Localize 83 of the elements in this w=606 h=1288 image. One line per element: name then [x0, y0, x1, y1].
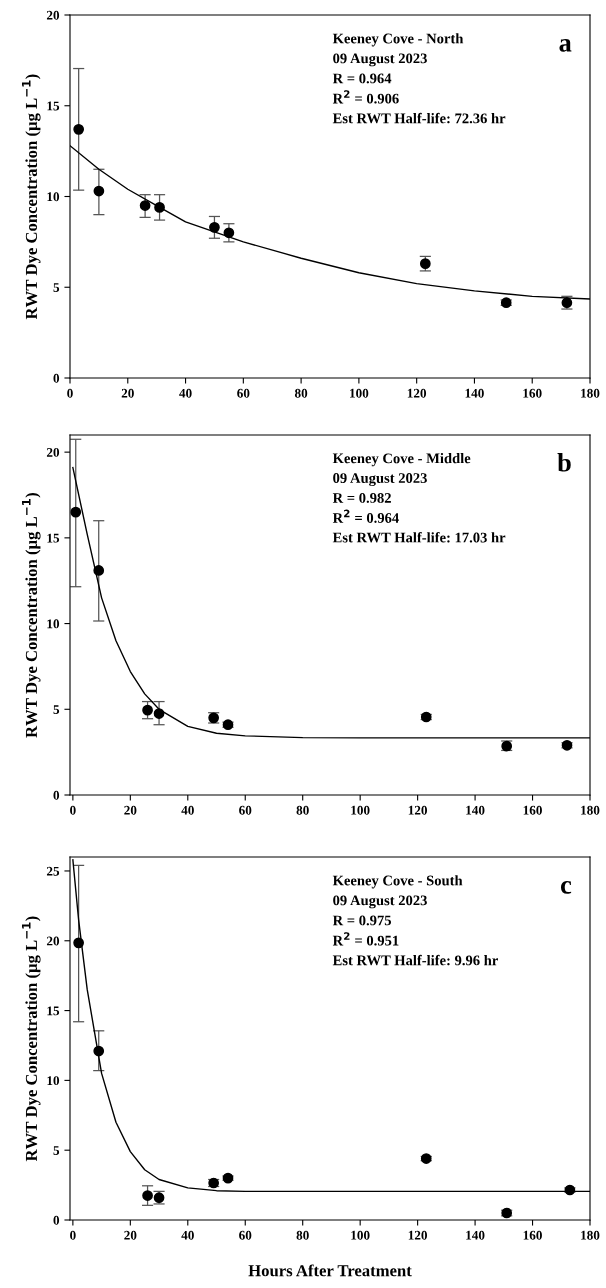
- y-tick-label: 5: [53, 705, 60, 714]
- x-tick-label: 180: [581, 1230, 600, 1240]
- x-tick-label: 140: [466, 805, 485, 815]
- annotation: Keeney Cove - North: [332, 33, 464, 47]
- y-axis-title: RWT Dye Concentration (µg L$^{−1}$): [22, 916, 41, 1162]
- x-tick-label: 80: [294, 388, 308, 398]
- y-tick-label: 0: [53, 790, 60, 800]
- y-tick-label: 20: [46, 936, 60, 946]
- y-tick-label: 20: [46, 10, 60, 20]
- x-tick-label: 60: [239, 1230, 252, 1240]
- annotation: 09 August 2023: [333, 473, 427, 487]
- annotation: R$^{2}$ = 0.906: [332, 90, 399, 104]
- x-tick-label: 20: [124, 1230, 137, 1240]
- x-tick-label: 0: [70, 1230, 76, 1240]
- x-tick-label: 180: [581, 388, 600, 398]
- y-tick-label: 10: [47, 192, 60, 202]
- annotation: Keeney Cove - Middle: [332, 453, 471, 467]
- x-tick-label: 160: [523, 1230, 542, 1240]
- y-tick-label: 15: [47, 101, 60, 111]
- annotation: Keeney Cove - South: [332, 875, 463, 889]
- x-tick-label: 100: [351, 1230, 370, 1240]
- y-axis-title: RWT Dye Concentration (µg L$^{−1}$): [22, 492, 41, 738]
- point: [139, 200, 151, 211]
- y-tick-label: 0: [53, 1215, 60, 1225]
- point: [564, 1184, 576, 1196]
- y-tick-label: 20: [46, 447, 60, 457]
- annotation: R$^{2}$ = 0.951: [332, 932, 399, 946]
- x-tick-label: 120: [408, 1230, 428, 1240]
- x-tick-label: 40: [181, 805, 194, 815]
- y-tick-label: 5: [53, 1146, 60, 1155]
- x-tick-label: 80: [296, 1230, 309, 1240]
- y-tick-label: 10: [47, 619, 60, 629]
- x-tick-label: 20: [124, 805, 137, 815]
- point: [93, 565, 105, 576]
- x-tick-label: 140: [466, 1230, 485, 1240]
- x-tick-label: 80: [296, 805, 309, 815]
- point: [93, 185, 105, 197]
- x-tick-label: 40: [179, 388, 192, 398]
- annotation: R = 0.964: [332, 73, 392, 84]
- point: [223, 227, 235, 239]
- x-tick-label: 120: [408, 805, 428, 815]
- point: [154, 202, 165, 213]
- y-tick-label: 5: [53, 283, 60, 292]
- x-tick-label: 0: [70, 805, 76, 815]
- annotation: a: [559, 39, 572, 52]
- x-tick-label: 0: [67, 388, 73, 398]
- x-axis-title: Hours After Treatment: [248, 1264, 412, 1277]
- point: [222, 719, 234, 731]
- annotation: 09 August 2023: [333, 895, 427, 909]
- y-tick-label: 0: [53, 373, 60, 383]
- x-tick-label: 180: [581, 805, 600, 815]
- point: [73, 123, 85, 135]
- y-tick-label: 15: [47, 1006, 60, 1016]
- x-tick-label: 120: [407, 388, 427, 398]
- y-tick-label: 15: [47, 533, 60, 543]
- annotation: c: [560, 881, 572, 894]
- point: [73, 937, 84, 949]
- point: [142, 1190, 153, 1201]
- y-tick-label: 10: [47, 1076, 60, 1086]
- x-tick-label: 60: [239, 805, 252, 815]
- x-tick-label: 140: [465, 388, 484, 398]
- x-tick-label: 40: [181, 1230, 194, 1240]
- point: [209, 222, 220, 233]
- annotation: R = 0.982: [332, 493, 391, 503]
- point: [93, 1045, 105, 1057]
- x-tick-label: 100: [351, 805, 370, 815]
- point: [142, 704, 153, 716]
- point: [70, 506, 82, 518]
- y-axis-title: RWT Dye Concentration (µg L$^{−1}$): [22, 74, 41, 320]
- annotation: Est RWT Half-life: 17.03 hr: [332, 532, 506, 543]
- annotation: b: [557, 453, 571, 472]
- annotation: R = 0.975: [332, 915, 392, 926]
- x-tick-label: 20: [121, 388, 134, 398]
- annotation: Est RWT Half-life: 72.36 hr: [332, 112, 506, 124]
- x-tick-label: 100: [350, 388, 369, 398]
- point: [153, 708, 165, 719]
- x-tick-label: 160: [523, 388, 542, 398]
- x-tick-label: 160: [523, 805, 542, 815]
- annotation: 09 August 2023: [333, 53, 427, 67]
- y-tick-label: 25: [46, 866, 60, 876]
- x-tick-label: 60: [237, 388, 250, 398]
- annotation: Est RWT Half-life: 9.96 hr: [332, 954, 498, 966]
- annotation: R$^{2}$ = 0.964: [332, 509, 399, 523]
